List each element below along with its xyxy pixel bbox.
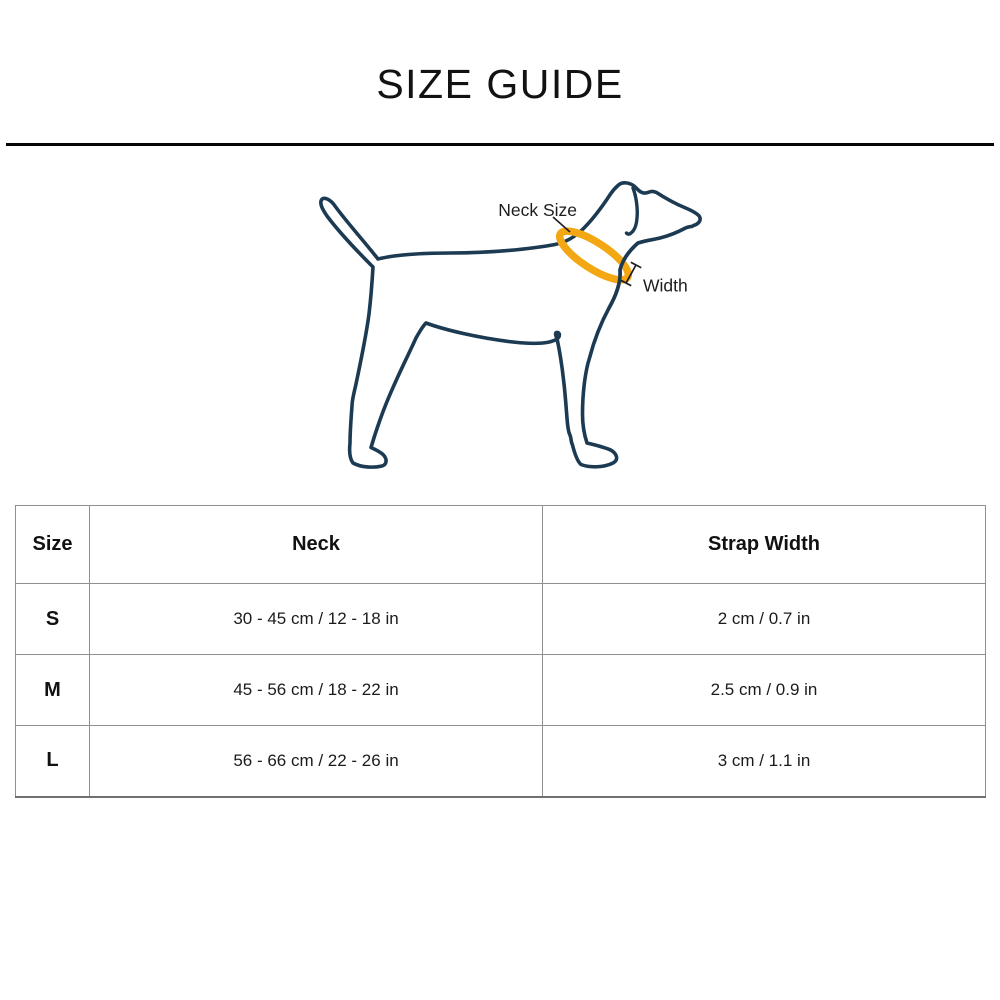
size-label-l: L <box>15 725 90 797</box>
table-row-s: S 30 - 45 cm / 12 - 18 in 2 cm / 0.7 in <box>15 583 986 655</box>
neck-size-label: Neck Size <box>498 200 577 220</box>
strap-width-value-s: 2 cm / 0.7 in <box>542 583 986 655</box>
neck-size-callout-line <box>552 216 571 233</box>
column-header-strap-width: Strap Width <box>542 505 986 584</box>
neck-value-s: 30 - 45 cm / 12 - 18 in <box>89 583 543 655</box>
table-header-row: Size Neck Strap Width <box>15 505 986 584</box>
size-label-m: M <box>15 654 90 726</box>
page-title: SIZE GUIDE <box>376 61 624 107</box>
strap-width-value-m: 2.5 cm / 0.9 in <box>542 654 986 726</box>
dog-outline <box>319 181 702 469</box>
strap-width-value-l: 3 cm / 1.1 in <box>542 725 986 797</box>
collar-highlight <box>555 227 633 284</box>
width-label: Width <box>643 276 688 296</box>
neck-front-overlay <box>607 241 640 310</box>
neck-value-l: 56 - 66 cm / 22 - 26 in <box>89 725 543 797</box>
column-header-neck: Neck <box>89 505 543 584</box>
column-header-size: Size <box>15 505 90 584</box>
size-guide-table: Size Neck Strap Width S 30 - 45 cm / 12 … <box>15 505 986 798</box>
dog-measurement-diagram: Neck Size Width <box>293 172 713 482</box>
title-divider <box>6 143 994 146</box>
size-label-s: S <box>15 583 90 655</box>
table-row-m: M 45 - 56 cm / 18 - 22 in 2.5 cm / 0.9 i… <box>15 654 986 726</box>
neck-value-m: 45 - 56 cm / 18 - 22 in <box>89 654 543 726</box>
table-row-l: L 56 - 66 cm / 22 - 26 in 3 cm / 1.1 in <box>15 725 986 797</box>
width-measure-indicator <box>620 261 642 287</box>
dog-ear-line <box>624 186 639 236</box>
